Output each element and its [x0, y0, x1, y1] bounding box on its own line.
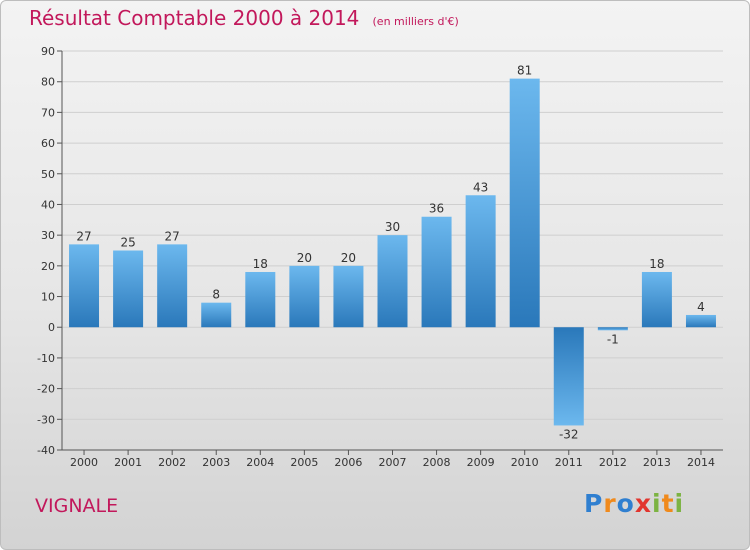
y-tick-label: -10 [37, 352, 55, 365]
y-tick-label: 90 [41, 45, 55, 58]
title-row: Résultat Comptable 2000 à 2014 (en milli… [29, 6, 459, 30]
proxiti-logo: Proxiti [584, 489, 685, 518]
data-label-2000: 27 [76, 229, 91, 243]
x-tick-label-2001: 2001 [114, 456, 142, 469]
y-tick-label: 50 [41, 168, 55, 181]
data-label-2003: 8 [212, 288, 220, 302]
y-tick-label: 60 [41, 137, 55, 150]
bar-2011 [553, 327, 584, 426]
bar-2010 [509, 78, 540, 328]
bar-2014 [685, 314, 716, 328]
data-label-2004: 18 [253, 257, 268, 271]
y-tick-label: -30 [37, 413, 55, 426]
bar-2003 [201, 302, 232, 328]
x-tick-label-2010: 2010 [511, 456, 539, 469]
y-tick-label: 70 [41, 106, 55, 119]
y-tick-label: 30 [41, 229, 55, 242]
y-tick-label: 10 [41, 291, 55, 304]
data-label-2006: 20 [341, 251, 356, 265]
data-label-2002: 27 [165, 229, 180, 243]
y-tick-label: -40 [37, 444, 55, 457]
bar-2004 [245, 271, 276, 328]
data-label-2010: 81 [517, 64, 532, 78]
data-label-2011: -32 [559, 427, 579, 441]
x-tick-label-2000: 2000 [70, 456, 98, 469]
x-tick-label-2011: 2011 [555, 456, 583, 469]
data-label-2014: 4 [697, 300, 705, 314]
x-tick-label-2007: 2007 [379, 456, 407, 469]
bar-2013 [641, 271, 672, 328]
x-tick-label-2002: 2002 [158, 456, 186, 469]
bar-2000 [69, 244, 100, 328]
x-tick-label-2005: 2005 [290, 456, 318, 469]
commune-name: VIGNALE [35, 495, 119, 517]
y-tick-label: 80 [41, 76, 55, 89]
bar-2002 [157, 244, 188, 328]
data-label-2009: 43 [473, 180, 488, 194]
y-tick-label: 20 [41, 260, 55, 273]
bar-2006 [333, 265, 364, 328]
bar-2005 [289, 265, 320, 328]
x-tick-label-2014: 2014 [687, 456, 715, 469]
x-tick-label-2008: 2008 [423, 456, 451, 469]
y-tick-label: 0 [48, 321, 55, 334]
chart-title: Résultat Comptable 2000 à 2014 [29, 6, 360, 30]
x-tick-label-2004: 2004 [246, 456, 274, 469]
data-label-2007: 30 [385, 220, 400, 234]
data-label-2012: -1 [607, 332, 619, 346]
y-tick-label: 40 [41, 198, 55, 211]
x-tick-label-2009: 2009 [467, 456, 495, 469]
bar-2012 [597, 327, 628, 331]
x-tick-label-2006: 2006 [334, 456, 362, 469]
bar-2007 [377, 235, 408, 328]
bar-2009 [465, 195, 496, 328]
data-label-2005: 20 [297, 251, 312, 265]
x-tick-label-2012: 2012 [599, 456, 627, 469]
data-label-2001: 25 [120, 236, 135, 250]
x-tick-label-2013: 2013 [643, 456, 671, 469]
y-tick-label: -20 [37, 383, 55, 396]
bar-2001 [113, 250, 144, 328]
x-tick-label-2003: 2003 [202, 456, 230, 469]
data-label-2013: 18 [649, 257, 664, 271]
bar-2008 [421, 216, 452, 328]
data-label-2008: 36 [429, 202, 444, 216]
chart-subtitle: (en milliers d'€) [372, 15, 459, 28]
